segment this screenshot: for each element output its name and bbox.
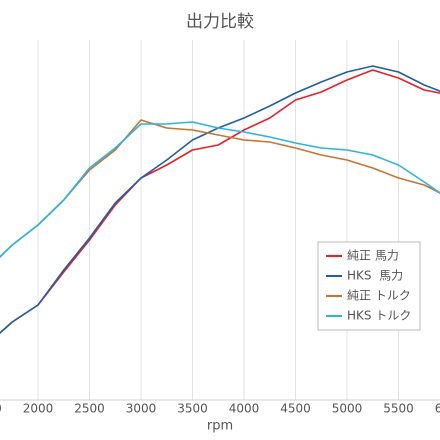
x-tick-label: 6000	[435, 402, 440, 416]
x-tick-label: 5500	[383, 402, 414, 416]
series-line	[0, 121, 440, 259]
chart-title: 出力比較	[186, 12, 254, 32]
x-tick-label: 2500	[74, 402, 105, 416]
series-line	[0, 69, 440, 335]
x-tick-label: 4500	[280, 402, 311, 416]
legend-label: HKS 馬力	[347, 269, 403, 283]
x-tick-label: 3000	[126, 402, 157, 416]
x-tick-label: 4000	[229, 402, 260, 416]
x-tick-label: 2000	[23, 402, 54, 416]
legend-label: 純正 馬力	[347, 249, 399, 263]
x-axis-label: rpm	[207, 419, 233, 434]
plot-area	[0, 40, 440, 400]
x-tick-label: 5000	[332, 402, 363, 416]
x-tick-label: 1500	[0, 402, 2, 416]
x-tick-label: 3500	[177, 402, 208, 416]
legend-label: 純正 トルク	[347, 289, 411, 303]
legend-label: HKS トルク	[347, 309, 411, 323]
